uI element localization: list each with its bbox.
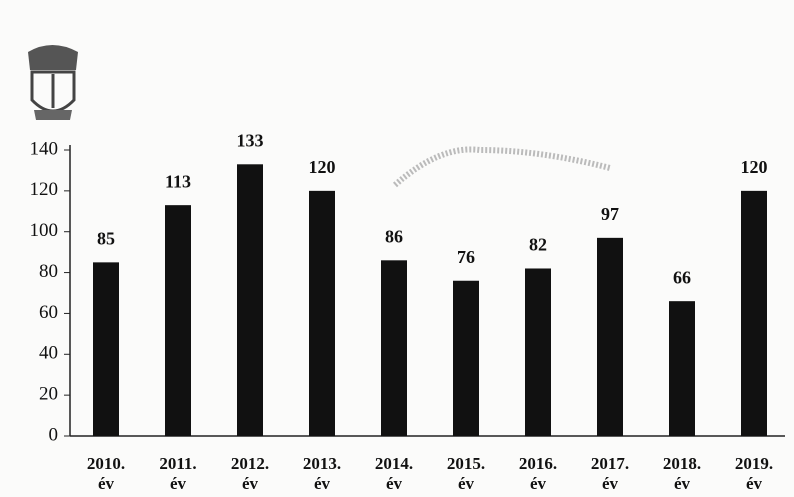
- bar: [525, 268, 551, 436]
- x-tick-label: 2019. év: [734, 454, 774, 493]
- y-tick-label: 0: [49, 424, 59, 445]
- x-tick-label: 2017. év: [590, 454, 630, 493]
- value-label: 86: [385, 226, 403, 246]
- bar: [381, 260, 407, 436]
- y-tick-label: 120: [30, 179, 59, 200]
- x-tick-label: 2018. év: [662, 454, 702, 493]
- x-tick-label: 2011. év: [159, 454, 197, 493]
- watermark: [393, 146, 611, 188]
- y-tick-label: 80: [39, 261, 58, 282]
- bar: [237, 164, 263, 437]
- x-tick-label: 2010. év: [86, 454, 126, 493]
- y-tick-label: 20: [39, 384, 58, 405]
- y-tick-label: 40: [39, 343, 58, 364]
- x-tick-label: 2013. év: [302, 454, 342, 493]
- value-label: 120: [309, 157, 336, 177]
- y-tick-label: 140: [30, 138, 59, 159]
- bar: [453, 280, 479, 436]
- x-tick-label: 2012. év: [230, 454, 270, 493]
- x-tick-label: 2016. év: [518, 454, 558, 493]
- bar: [669, 301, 695, 436]
- y-tick-label: 60: [39, 302, 58, 323]
- y-tick-label: 100: [30, 220, 59, 241]
- x-tick-label: 2014. év: [374, 454, 414, 493]
- value-label: 76: [457, 247, 475, 267]
- logo: [28, 45, 78, 120]
- bar: [93, 262, 119, 436]
- bar: [165, 205, 191, 436]
- value-label: 113: [165, 171, 191, 191]
- bar: [309, 190, 335, 436]
- value-label: 66: [673, 267, 691, 287]
- value-label: 133: [237, 130, 264, 150]
- value-label: 120: [741, 157, 768, 177]
- x-tick-label: 2015. év: [446, 454, 486, 493]
- value-label: 97: [601, 204, 619, 224]
- value-label: 85: [97, 228, 115, 248]
- bar: [741, 190, 767, 436]
- value-label: 82: [529, 235, 547, 255]
- bar: [597, 237, 623, 436]
